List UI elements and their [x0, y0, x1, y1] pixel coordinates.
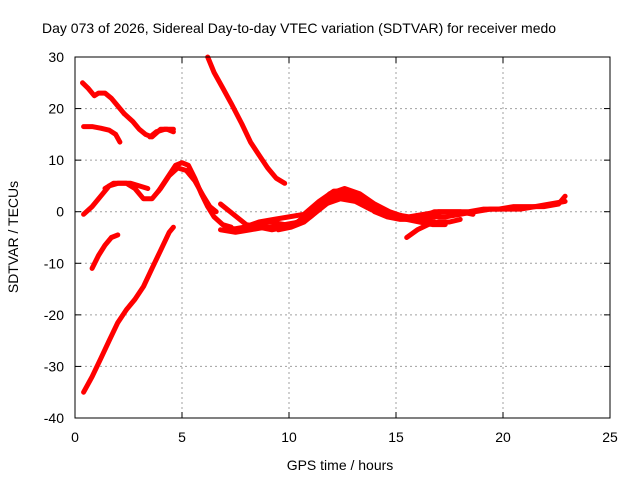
series-line-trace-17: [147, 126, 176, 140]
series-line-trace-16: [419, 209, 476, 220]
series-line-trace-15: [404, 216, 463, 240]
series-line-trace-14: [275, 193, 448, 233]
series-line-trace-5: [81, 165, 219, 217]
y-tick-labels: -40 -30 -20 -10 0 10 20 30: [44, 49, 64, 426]
series-line-trace-8: [89, 232, 121, 271]
x-tick-label: 0: [71, 429, 79, 445]
x-tick-label: 5: [178, 429, 186, 445]
y-tick-label: 0: [56, 204, 64, 220]
grid: [75, 57, 610, 418]
series-line-trace-9: [81, 224, 176, 395]
y-tick-label: 10: [48, 152, 64, 168]
x-axis-label: GPS time / hours: [287, 457, 394, 473]
y-axis-label: SDTVAR / TECUs: [5, 181, 21, 293]
x-tick-label: 10: [281, 429, 297, 445]
y-tick-label: -40: [44, 410, 64, 426]
y-tick-label: -30: [44, 358, 64, 374]
plot-frame: [74, 56, 611, 419]
data-traces: [80, 54, 568, 395]
y-tick-label: -10: [44, 255, 64, 271]
x-tick-labels: 0 5 10 15 20 25: [71, 429, 618, 445]
x-tick-label: 25: [602, 429, 618, 445]
y-tick-label: -20: [44, 307, 64, 323]
y-tick-label: 30: [48, 49, 64, 65]
chart-title: Day 073 of 2026, Sidereal Day-to-day VTE…: [42, 20, 556, 36]
y-tick-label: 20: [48, 101, 64, 117]
series-line-trace-4: [205, 54, 288, 186]
series-line-trace-3: [81, 124, 123, 145]
series-line-trace-6: [102, 180, 151, 191]
series-line-trace-1: [80, 80, 127, 117]
series-line-trace-2: [121, 111, 176, 140]
x-tick-label: 20: [495, 429, 511, 445]
series-line-trace-7: [156, 160, 234, 230]
x-tick-label: 15: [388, 429, 404, 445]
axis-ticks: [74, 56, 611, 419]
